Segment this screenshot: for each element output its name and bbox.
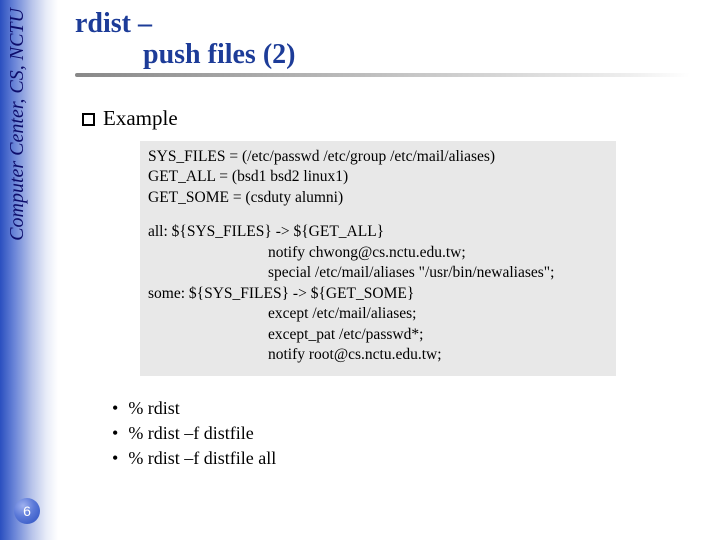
code-line: GET_ALL = (bsd1 bsd2 linux1) xyxy=(148,167,608,187)
sidebar-affiliation: Computer Center, CS, NCTU xyxy=(6,8,29,241)
command-item: % rdist xyxy=(112,396,692,421)
page-number: 6 xyxy=(23,503,31,519)
code-line: except_pat /etc/passwd*; xyxy=(148,325,608,345)
square-bullet-icon xyxy=(82,113,95,126)
command-item: % rdist –f distfile xyxy=(112,421,692,446)
title-line-2: push files (2) xyxy=(75,40,695,69)
page-number-badge: 6 xyxy=(14,498,40,524)
code-line: except /etc/mail/aliases; xyxy=(148,304,608,324)
code-line: GET_SOME = (csduty alumni) xyxy=(148,188,608,208)
example-heading-text: Example xyxy=(103,106,178,130)
title-line-1: rdist – xyxy=(75,8,695,40)
example-heading: Example xyxy=(82,106,692,131)
code-line: notify root@cs.nctu.edu.tw; xyxy=(148,345,608,365)
code-line: some: ${SYS_FILES} -> ${GET_SOME} xyxy=(148,284,608,304)
command-list: % rdist % rdist –f distfile % rdist –f d… xyxy=(112,396,692,472)
slide-title: rdist – push files (2) xyxy=(75,8,695,77)
code-line: notify chwong@cs.nctu.edu.tw; xyxy=(148,243,608,263)
code-box: SYS_FILES = (/etc/passwd /etc/group /etc… xyxy=(140,141,616,376)
command-item: % rdist –f distfile all xyxy=(112,446,692,471)
code-line: special /etc/mail/aliases "/usr/bin/newa… xyxy=(148,263,608,283)
code-line: SYS_FILES = (/etc/passwd /etc/group /etc… xyxy=(148,147,608,167)
title-underline xyxy=(75,73,690,77)
code-line: all: ${SYS_FILES} -> ${GET_ALL} xyxy=(148,222,608,242)
content-area: Example SYS_FILES = (/etc/passwd /etc/gr… xyxy=(82,106,692,471)
